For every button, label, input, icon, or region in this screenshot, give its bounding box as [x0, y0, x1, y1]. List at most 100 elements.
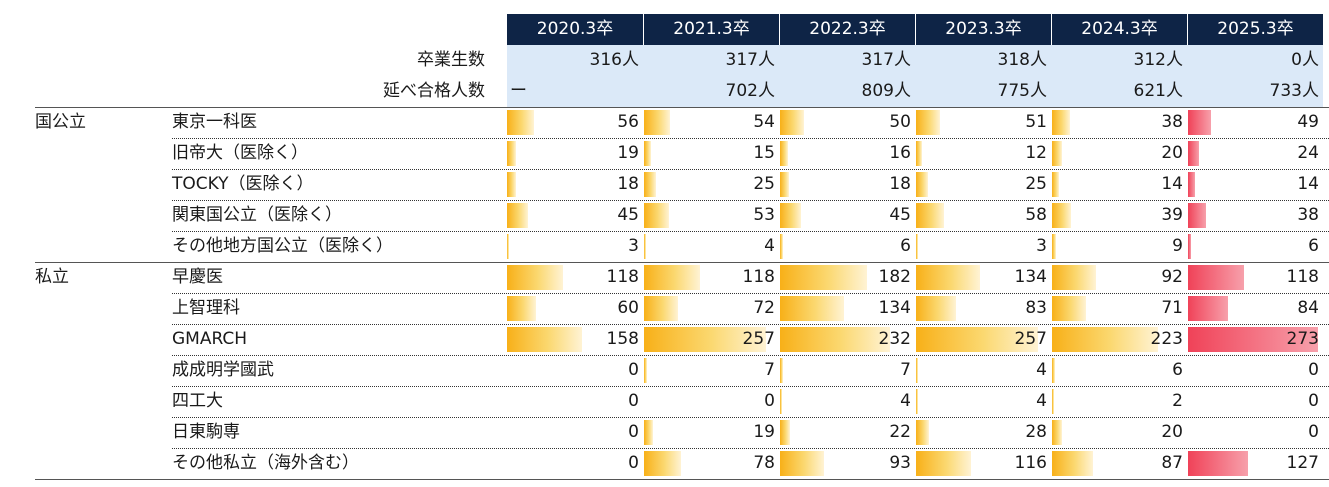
summary-cell: 316人	[507, 45, 643, 76]
data-cell: 158	[507, 324, 643, 355]
bar	[916, 265, 980, 290]
bar	[507, 141, 516, 166]
data-cell: 25	[915, 169, 1051, 200]
group-label: 国公立	[35, 112, 86, 132]
data-label: 4	[900, 391, 911, 411]
data-cell: 182	[779, 262, 915, 293]
summary-cell: 809人	[779, 76, 915, 107]
data-label: 0	[1308, 391, 1319, 411]
data-cell: 0	[1187, 417, 1323, 448]
data-label: 38	[1161, 112, 1183, 132]
bar	[780, 296, 844, 321]
data-label: 19	[617, 143, 639, 163]
data-cell: 0	[507, 448, 643, 479]
data-label: 4	[764, 236, 775, 256]
row-divider	[172, 200, 1329, 201]
data-label: 134	[1014, 267, 1047, 287]
data-label: 45	[617, 205, 639, 225]
bar	[780, 110, 804, 135]
data-cell: 53	[643, 200, 779, 231]
summary-value: ー	[510, 81, 527, 101]
data-label: 14	[1161, 174, 1183, 194]
data-cell: 25	[643, 169, 779, 200]
summary-value: 621人	[1133, 81, 1183, 101]
table-row: GMARCH 158 257 232 257 223 273	[0, 324, 1329, 355]
data-cell: 12	[915, 138, 1051, 169]
bar	[1052, 296, 1086, 321]
data-label: 116	[1014, 453, 1047, 473]
bar	[1052, 203, 1071, 228]
bar	[644, 420, 653, 445]
data-label: 83	[1025, 298, 1047, 318]
bar	[780, 172, 789, 197]
section-divider	[35, 262, 1329, 263]
table-row: 関東国公立（医除く） 45 53 45 58 39 38	[0, 200, 1329, 231]
data-label: 6	[1172, 360, 1183, 380]
row-label: 上智理科	[172, 298, 240, 318]
row-label: 日東駒専	[172, 422, 240, 442]
data-cell: 22	[779, 417, 915, 448]
data-label: 3	[628, 236, 639, 256]
data-cell: 127	[1187, 448, 1323, 479]
data-cell: 7	[643, 355, 779, 386]
data-label: 56	[617, 112, 639, 132]
table-row: その他私立（海外含む） 0 78 93 116 87 127	[0, 448, 1329, 479]
data-cell: 0	[507, 417, 643, 448]
summary-cell: 317人	[643, 45, 779, 76]
bar	[1052, 234, 1056, 259]
bar	[916, 327, 1038, 352]
summary-cell: 317人	[779, 45, 915, 76]
data-label: 3	[1036, 236, 1047, 256]
data-cell: 3	[915, 231, 1051, 262]
data-cell: 45	[779, 200, 915, 231]
bar	[916, 172, 928, 197]
data-label: 158	[606, 329, 639, 349]
data-cell: 20	[1051, 417, 1187, 448]
data-label: 15	[753, 143, 775, 163]
table-row: 日東駒専 0 19 22 28 20 0	[0, 417, 1329, 448]
bar	[780, 265, 867, 290]
data-cell: 134	[779, 293, 915, 324]
row-label: 早慶医	[172, 267, 223, 287]
data-cell: 14	[1051, 169, 1187, 200]
summary-value: 312人	[1133, 50, 1183, 70]
bar	[916, 141, 922, 166]
summary-value: 775人	[997, 81, 1047, 101]
data-label: 18	[889, 174, 911, 194]
bar	[644, 265, 700, 290]
data-cell: 6	[1187, 231, 1323, 262]
data-cell: 4	[779, 386, 915, 417]
data-label: 0	[764, 391, 775, 411]
data-label: 12	[1025, 143, 1047, 163]
data-cell: 20	[1051, 138, 1187, 169]
bar	[1188, 234, 1191, 259]
data-label: 14	[1297, 174, 1319, 194]
data-label: 0	[1308, 360, 1319, 380]
bar	[1052, 389, 1054, 414]
bar	[644, 172, 656, 197]
summary-cell: ー	[507, 76, 643, 107]
data-label: 6	[1308, 236, 1319, 256]
data-label: 38	[1297, 205, 1319, 225]
data-cell: 28	[915, 417, 1051, 448]
bar	[1052, 358, 1055, 383]
summary-value: 702人	[725, 81, 775, 101]
data-cell: 50	[779, 107, 915, 138]
summary-value: 317人	[861, 50, 911, 70]
summary-cell: 733人	[1187, 76, 1323, 107]
row-divider	[172, 448, 1329, 449]
summary-row: 延べ合格人数 ー 702人 809人 775人 621人 733人	[0, 76, 1329, 107]
data-label: 182	[878, 267, 911, 287]
bar	[644, 358, 647, 383]
data-label: 49	[1297, 112, 1319, 132]
data-label: 134	[878, 298, 911, 318]
summary-value: 0人	[1291, 50, 1319, 70]
data-label: 54	[753, 112, 775, 132]
data-cell: 0	[1187, 355, 1323, 386]
data-label: 0	[628, 422, 639, 442]
summary-cell: 775人	[915, 76, 1051, 107]
data-label: 127	[1286, 453, 1319, 473]
bar	[507, 265, 563, 290]
data-label: 25	[1025, 174, 1047, 194]
summary-row: 卒業生数 316人 317人 317人 318人 312人 0人	[0, 45, 1329, 76]
